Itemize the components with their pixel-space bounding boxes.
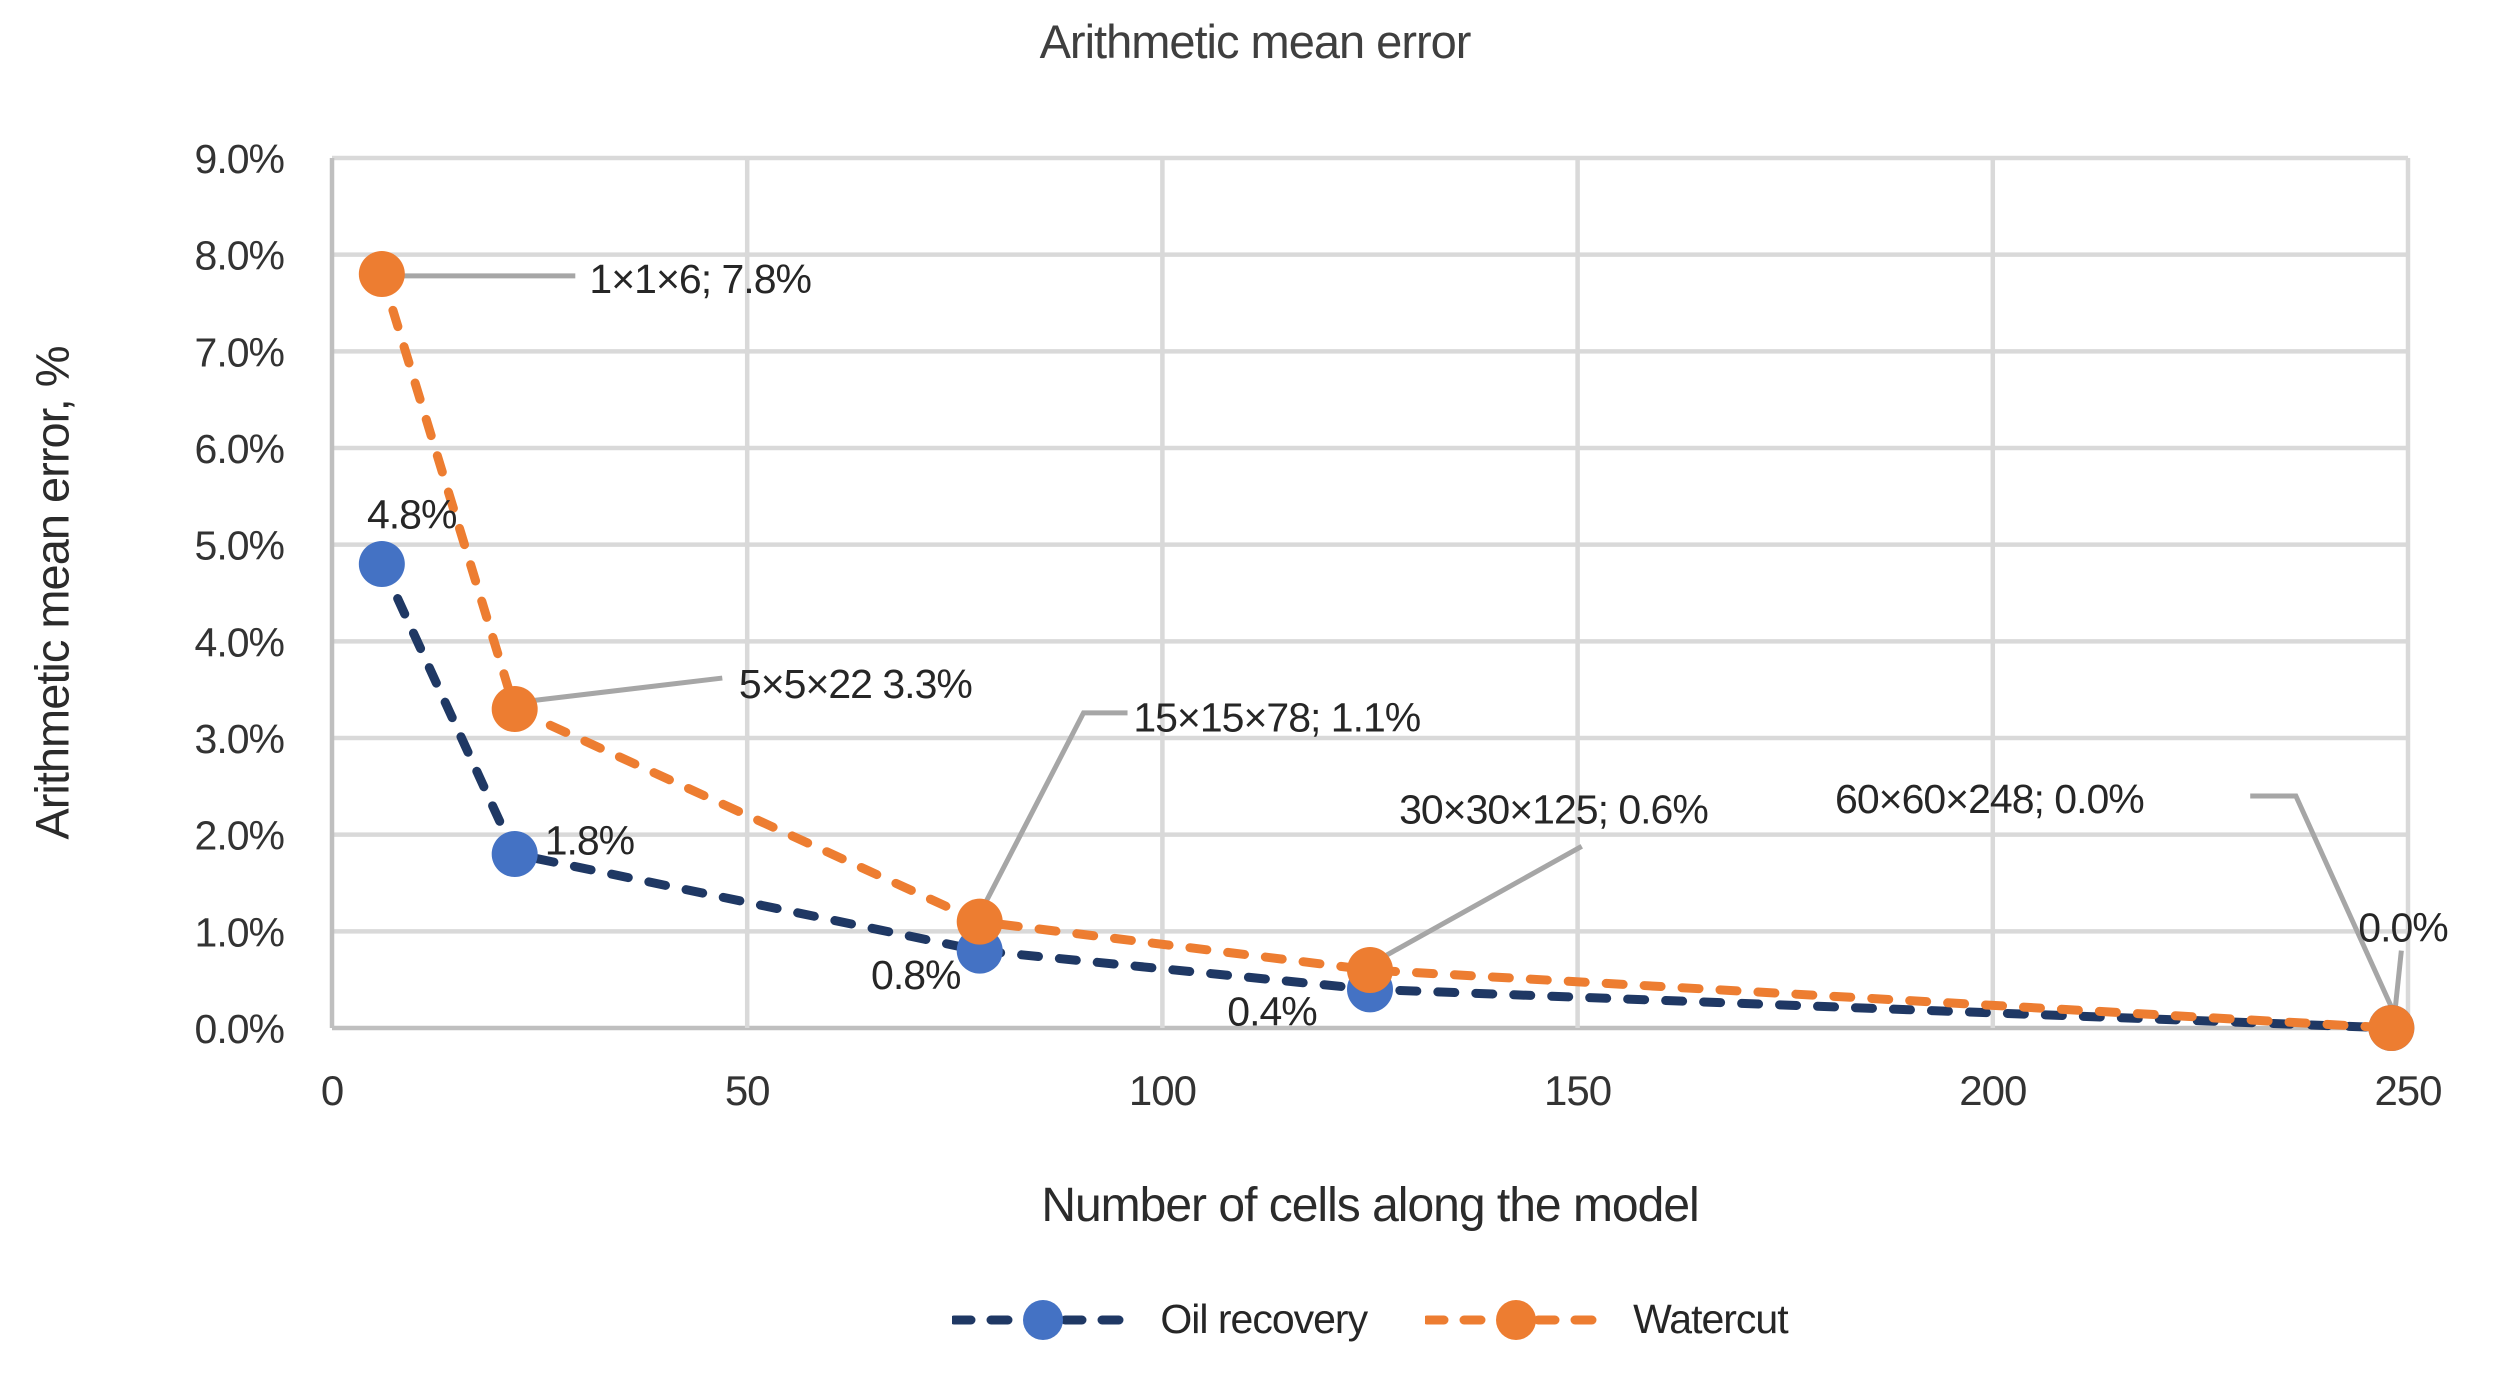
series-watercut <box>358 251 2415 1051</box>
chart-title: Arithmetic mean error <box>1039 15 1472 68</box>
data-point-marker <box>358 541 405 587</box>
y-tick-label: 8.0% <box>195 233 284 279</box>
data-point-marker <box>2368 1005 2415 1051</box>
x-axis-title: Number of cells along the model <box>1041 1179 1699 1232</box>
leader-line <box>1379 844 1583 961</box>
data-label: 0.4% <box>1227 989 1316 1035</box>
y-axis-title: Arithmetic mean error, % <box>25 346 79 840</box>
gridlines <box>329 155 2411 1031</box>
y-tick-label: 6.0% <box>195 426 284 472</box>
x-tick-label: 200 <box>1959 1067 2026 1114</box>
data-label: 0.8% <box>871 952 960 998</box>
legend-label-watercut: Watercut <box>1633 1296 1789 1342</box>
series-line <box>377 269 2396 1033</box>
leader-line <box>982 710 1128 906</box>
annotation-label: 5×5×22 3.3% <box>739 661 972 707</box>
legend-item-watercut: Watercut <box>1425 1296 1789 1343</box>
data-point-marker <box>491 831 538 877</box>
legend-label-oil-recovery: Oil recovery <box>1160 1296 1368 1342</box>
annotation-leader-lines <box>394 273 2404 1014</box>
data-label: 0.0% <box>2358 905 2447 951</box>
x-tick-label: 100 <box>1129 1067 1196 1114</box>
data-point-marker <box>956 898 1003 945</box>
x-tick-label: 0 <box>321 1067 343 1114</box>
data-label: 4.8% <box>367 492 456 538</box>
y-tick-label: 4.0% <box>195 619 284 665</box>
y-tick-label: 9.0% <box>195 136 284 182</box>
x-tick-label: 250 <box>2374 1067 2441 1114</box>
x-tick-label: 50 <box>725 1067 770 1114</box>
annotation-label: 30×30×125; 0.6% <box>1399 787 1708 833</box>
watercut-legend-sample-icon <box>1425 1299 1608 1340</box>
leader-line <box>2250 793 2396 1012</box>
data-label: 1.8% <box>545 818 634 864</box>
y-tick-label: 1.0% <box>195 909 284 955</box>
leader-line <box>526 675 723 704</box>
x-tick-label: 150 <box>1544 1067 1611 1114</box>
legend-item-oil-recovery: Oil recovery <box>952 1296 1368 1343</box>
y-tick-label: 7.0% <box>195 329 284 375</box>
annotation-label: 15×15×78; 1.1% <box>1133 695 1420 741</box>
oil-recovery-legend-sample-icon <box>952 1299 1135 1340</box>
y-tick-label: 0.0% <box>195 1006 284 1052</box>
annotation-label: 1×1×6; 7.8% <box>589 256 811 302</box>
data-point-marker <box>491 686 538 732</box>
data-point-marker <box>1347 947 1393 993</box>
data-point-marker <box>358 251 405 297</box>
annotation-label: 60×60×248; 0.0% <box>1835 776 2144 822</box>
y-tick-label: 2.0% <box>195 813 284 859</box>
y-tick-label: 5.0% <box>195 523 284 569</box>
legend: Oil recovery Watercut <box>332 1296 2408 1343</box>
leader-line <box>2392 950 2404 1014</box>
y-tick-label: 3.0% <box>195 716 284 762</box>
